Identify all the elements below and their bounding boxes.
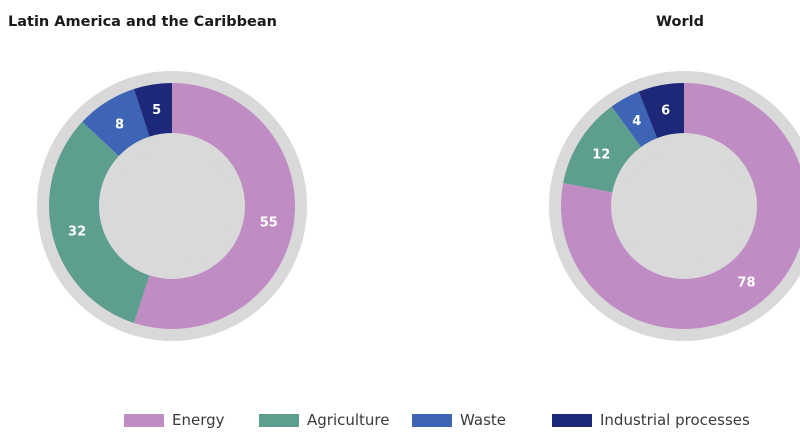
legend-item-agriculture: Agriculture bbox=[259, 410, 390, 430]
legend-label-industrial-processes: Industrial processes bbox=[600, 411, 750, 429]
world-data-label-agriculture: 12 bbox=[592, 147, 610, 162]
lac-slice-energy bbox=[133, 83, 296, 329]
world-data-label-industrial-processes: 6 bbox=[661, 104, 670, 119]
lac-slice-industrial-processes bbox=[133, 83, 172, 137]
lac-data-label-industrial-processes: 5 bbox=[152, 103, 161, 118]
chart-title-world: World bbox=[656, 14, 704, 30]
lac-inner-ring bbox=[100, 134, 244, 278]
legend-swatch-energy bbox=[124, 413, 164, 427]
lac-data-label-waste: 8 bbox=[115, 117, 124, 132]
world-slice-agriculture bbox=[563, 106, 642, 193]
legend-item-waste: Waste bbox=[412, 410, 506, 430]
legend-item-industrial-processes: Industrial processes bbox=[552, 410, 750, 430]
legend-item-energy: Energy bbox=[124, 410, 225, 430]
legend-label-agriculture: Agriculture bbox=[307, 411, 390, 429]
donut-chart-world: 78 12 4 6 bbox=[549, 71, 800, 341]
world-slice-industrial-processes bbox=[638, 83, 684, 139]
world-data-label-energy: 78 bbox=[737, 276, 755, 291]
legend-swatch-industrial-processes bbox=[552, 413, 592, 427]
lac-data-label-agriculture: 32 bbox=[68, 224, 86, 239]
legend-swatch-waste bbox=[412, 413, 452, 427]
lac-data-label-energy: 55 bbox=[260, 215, 278, 230]
donut-chart-latin-america: 55 32 8 5 bbox=[37, 71, 307, 341]
world-slice-waste bbox=[611, 91, 658, 147]
world-inner-ring bbox=[612, 134, 756, 278]
lac-slice-agriculture bbox=[49, 121, 150, 323]
world-data-label-waste: 4 bbox=[632, 114, 641, 129]
legend: Energy Agriculture Waste Industrial proc… bbox=[124, 410, 784, 430]
legend-swatch-agriculture bbox=[259, 413, 299, 427]
world-slice-energy bbox=[561, 83, 800, 329]
chart-title-latin-america: Latin America and the Caribbean bbox=[8, 14, 277, 30]
legend-label-energy: Energy bbox=[172, 411, 225, 429]
lac-slice-waste bbox=[82, 89, 150, 157]
legend-label-waste: Waste bbox=[460, 411, 506, 429]
